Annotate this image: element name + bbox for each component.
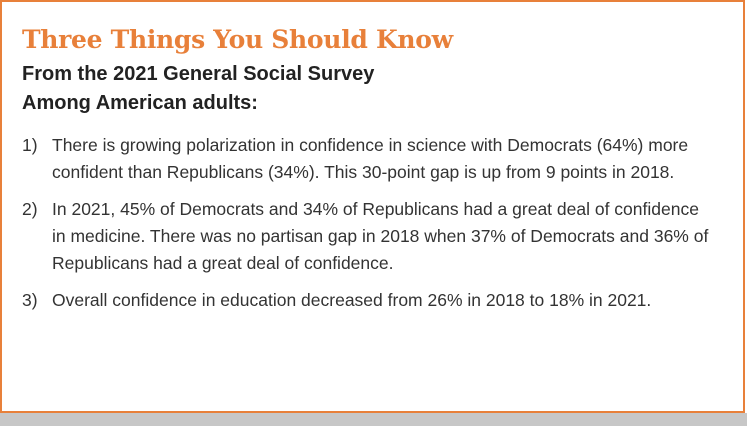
list-item-text: There is growing polarization in confide… bbox=[52, 135, 689, 182]
facts-list: 1) There is growing polarization in conf… bbox=[22, 132, 729, 314]
list-item: 2) In 2021, 45% of Democrats and 34% of … bbox=[22, 196, 729, 277]
info-box: Three Things You Should Know From the 20… bbox=[0, 0, 745, 413]
box-subtitle-source: From the 2021 General Social Survey bbox=[22, 63, 375, 85]
list-item-number: 1) bbox=[22, 135, 38, 155]
box-subtitle-population: Among American adults: bbox=[22, 92, 258, 114]
list-item: 1) There is growing polarization in conf… bbox=[22, 132, 729, 186]
list-item-text: In 2021, 45% of Democrats and 34% of Rep… bbox=[52, 199, 709, 273]
box-title: Three Things You Should Know bbox=[22, 25, 453, 54]
bottom-shadow-bar bbox=[0, 413, 747, 426]
list-item-text: Overall confidence in education decrease… bbox=[52, 290, 652, 310]
list-item-number: 2) bbox=[22, 199, 38, 219]
list-item-number: 3) bbox=[22, 290, 38, 310]
list-item: 3) Overall confidence in education decre… bbox=[22, 287, 729, 314]
